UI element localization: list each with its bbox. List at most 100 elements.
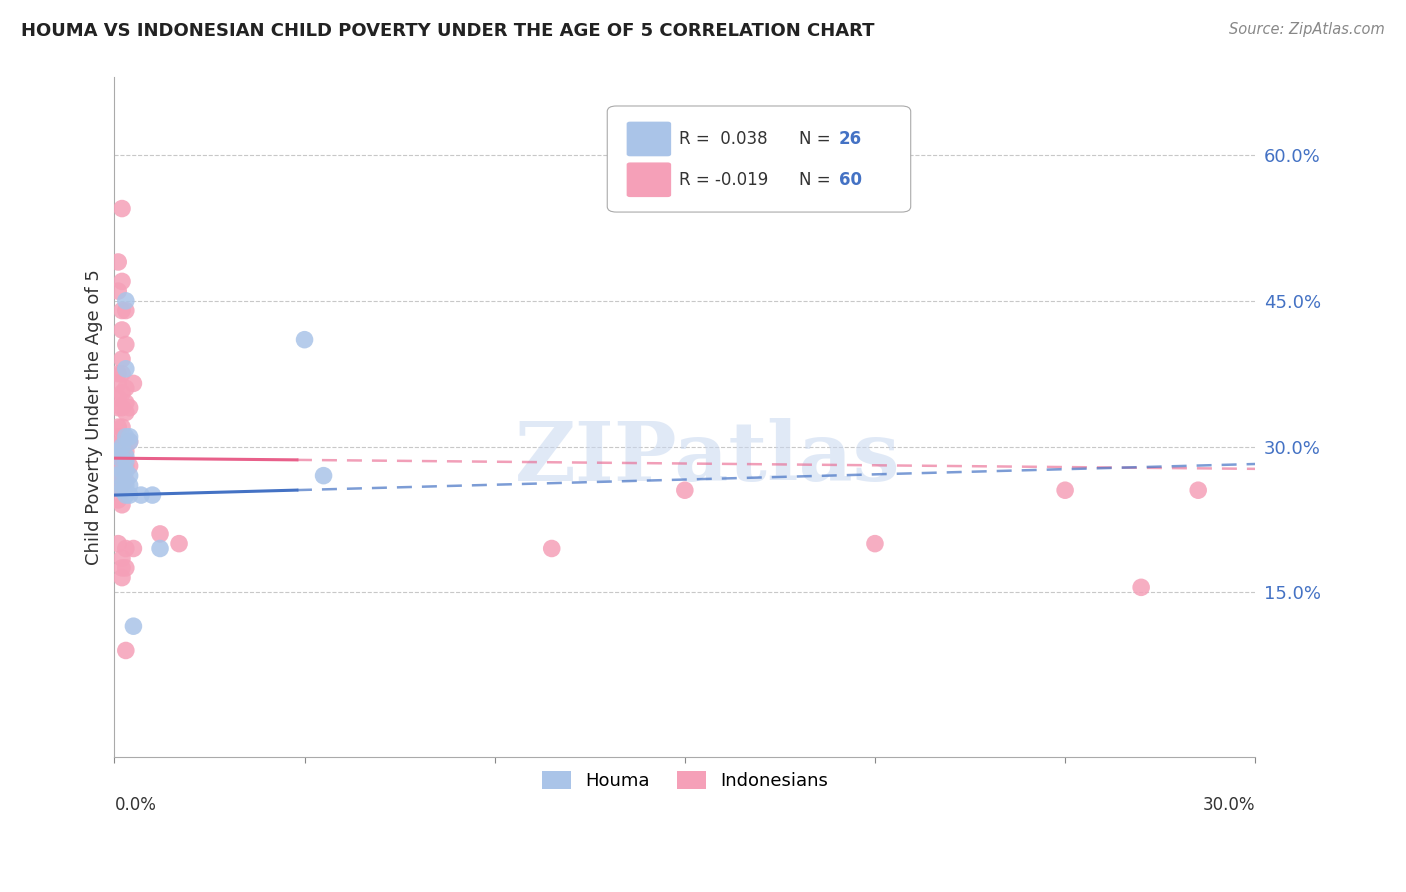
Text: R = -0.019: R = -0.019 [679, 170, 768, 189]
Text: ZIPatlas: ZIPatlas [515, 418, 900, 498]
Point [114, 464, 136, 478]
Point [114, 303, 136, 318]
Point [107, 454, 129, 468]
Point [118, 430, 141, 444]
Point [111, 561, 134, 575]
Point [114, 561, 136, 575]
Y-axis label: Child Poverty Under the Age of 5: Child Poverty Under the Age of 5 [86, 269, 103, 566]
Point [111, 303, 134, 318]
Point [111, 367, 134, 381]
Point [114, 293, 136, 308]
Point [312, 468, 335, 483]
Point [111, 483, 134, 498]
Point [107, 255, 129, 269]
Point [111, 386, 134, 401]
Point [122, 619, 145, 633]
Point [111, 444, 134, 458]
FancyBboxPatch shape [627, 121, 671, 156]
Point [1187, 483, 1209, 498]
Point [111, 454, 134, 468]
Point [107, 444, 129, 458]
Point [107, 478, 129, 492]
Point [111, 478, 134, 492]
Point [107, 440, 129, 454]
Point [114, 381, 136, 395]
Point [114, 454, 136, 468]
Point [107, 474, 129, 488]
Point [107, 492, 129, 507]
Text: 60: 60 [839, 170, 862, 189]
Point [149, 541, 172, 556]
Point [111, 440, 134, 454]
Text: 30.0%: 30.0% [1202, 797, 1256, 814]
Point [107, 367, 129, 381]
Point [294, 333, 316, 347]
Point [111, 323, 134, 337]
Point [111, 468, 134, 483]
Point [107, 391, 129, 405]
Point [111, 401, 134, 415]
Point [122, 376, 145, 391]
Point [114, 405, 136, 419]
Point [107, 468, 129, 483]
Point [114, 541, 136, 556]
Point [118, 488, 141, 502]
Point [111, 274, 134, 288]
Point [114, 444, 136, 458]
Point [111, 420, 134, 434]
Point [111, 464, 134, 478]
Point [107, 284, 129, 298]
Text: 26: 26 [839, 130, 862, 148]
Point [107, 458, 129, 473]
Text: R =  0.038: R = 0.038 [679, 130, 768, 148]
Point [1130, 580, 1153, 594]
Text: N =: N = [799, 170, 835, 189]
Text: N =: N = [799, 130, 835, 148]
Point [107, 430, 129, 444]
Point [107, 420, 129, 434]
Point [107, 376, 129, 391]
Text: Source: ZipAtlas.com: Source: ZipAtlas.com [1229, 22, 1385, 37]
Point [114, 361, 136, 376]
Point [111, 571, 134, 585]
Point [167, 536, 190, 550]
Point [118, 478, 141, 492]
Point [103, 449, 125, 463]
Point [114, 449, 136, 463]
Point [114, 474, 136, 488]
Legend: Houma, Indonesians: Houma, Indonesians [533, 763, 837, 799]
Point [114, 396, 136, 410]
Point [107, 444, 129, 458]
Point [673, 483, 696, 498]
Point [118, 458, 141, 473]
Point [540, 541, 562, 556]
Point [114, 458, 136, 473]
Point [111, 434, 134, 449]
Point [149, 527, 172, 541]
Point [111, 202, 134, 216]
Point [114, 488, 136, 502]
Point [118, 468, 141, 483]
Text: HOUMA VS INDONESIAN CHILD POVERTY UNDER THE AGE OF 5 CORRELATION CHART: HOUMA VS INDONESIAN CHILD POVERTY UNDER … [21, 22, 875, 40]
Point [1054, 483, 1077, 498]
Point [111, 498, 134, 512]
Point [111, 352, 134, 367]
Text: 0.0%: 0.0% [114, 797, 156, 814]
Point [118, 401, 141, 415]
Point [118, 434, 141, 449]
Point [107, 536, 129, 550]
Point [114, 643, 136, 657]
FancyBboxPatch shape [607, 106, 911, 212]
Point [129, 488, 152, 502]
Point [114, 337, 136, 351]
Point [118, 434, 141, 449]
Point [103, 464, 125, 478]
Point [141, 488, 163, 502]
Point [111, 551, 134, 566]
Point [863, 536, 886, 550]
FancyBboxPatch shape [627, 162, 671, 197]
Point [103, 458, 125, 473]
Point [107, 401, 129, 415]
Point [111, 478, 134, 492]
Point [122, 541, 145, 556]
